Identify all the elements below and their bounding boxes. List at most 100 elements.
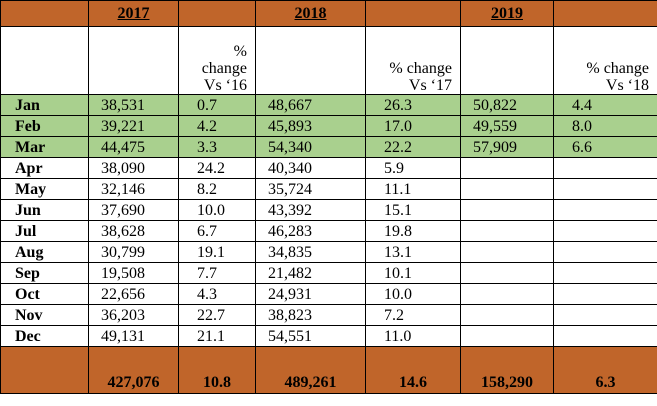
value-cell: 22.7 [178, 304, 256, 326]
month-row: Nov 36,203 22.7 38,823 7.2 [0, 304, 657, 326]
value: 15.1 [384, 201, 412, 219]
value: 39,221 [101, 117, 145, 135]
total-cell: 10.8 [178, 346, 256, 394]
value-cell: 8.0 [553, 115, 657, 137]
value: 10.0 [384, 285, 412, 303]
total-value: 6.3 [595, 374, 616, 391]
value-cell [553, 325, 657, 347]
year-label: 2019 [491, 5, 523, 22]
value-cell [553, 157, 657, 179]
sales-table: 2017 2018 2019% change Vs ‘16% change Vs ‘17%… [0, 0, 657, 394]
value: 36,203 [101, 306, 145, 324]
value-cell [553, 304, 657, 326]
value: 3.3 [197, 138, 217, 156]
month-row: Jul 38,628 6.7 46,283 19.8 [0, 220, 657, 242]
month-label: Nov [15, 306, 43, 324]
value: 22.7 [197, 306, 225, 324]
value: 4.4 [572, 96, 592, 114]
month-row: Sep 19,508 7.7 21,482 10.1 [0, 262, 657, 284]
value: 54,551 [268, 327, 312, 345]
value: 21,482 [268, 264, 312, 282]
month-cell: Feb [0, 115, 89, 137]
value: 48,667 [268, 96, 312, 114]
month-row: Mar 44,475 3.3 54,340 22.2 57,909 6.6 [0, 136, 657, 158]
value-cell: 38,090 [88, 157, 179, 179]
value-cell [460, 304, 554, 326]
month-row: Jan 38,531 0.7 48,667 26.3 50,822 4.4 [0, 94, 657, 116]
subheader-label: change [201, 60, 247, 77]
value-cell: 45,893 [255, 115, 366, 137]
value-cell [460, 262, 554, 284]
cell [0, 346, 89, 394]
value: 10.1 [384, 264, 412, 282]
cell [0, 0, 89, 27]
value: 17.0 [384, 117, 412, 135]
year-cell: 2017 [88, 0, 179, 27]
month-row: Dec 49,131 21.1 54,551 11.0 [0, 325, 657, 347]
value-cell: 6.6 [553, 136, 657, 158]
cell [0, 26, 89, 95]
total-cell: 489,261 [255, 346, 366, 394]
value-cell: 24,931 [255, 283, 366, 305]
subheader-label: % change [586, 60, 649, 77]
month-label: Jan [15, 96, 40, 114]
month-row: May 32,146 8.2 35,724 11.1 [0, 178, 657, 200]
value-cell [460, 325, 554, 347]
month-cell: Aug [0, 241, 89, 263]
value: 49,559 [473, 117, 517, 135]
value-cell: 48,667 [255, 94, 366, 116]
subheader-label: Vs ‘17 [408, 77, 452, 94]
value-cell: 4.4 [553, 94, 657, 116]
value-cell: 36,203 [88, 304, 179, 326]
subheader-cell: % change Vs ‘18 [553, 26, 657, 95]
month-row: Aug 30,799 19.1 34,835 13.1 [0, 241, 657, 263]
value-cell: 4.2 [178, 115, 256, 137]
month-row: Apr 38,090 24.2 40,340 5.9 [0, 157, 657, 179]
subheader-label: % [233, 43, 247, 60]
value-cell [460, 178, 554, 200]
month-row: Jun 37,690 10.0 43,392 15.1 [0, 199, 657, 221]
value-cell: 50,822 [460, 94, 554, 116]
value-cell: 38,823 [255, 304, 366, 326]
value: 38,090 [101, 159, 145, 177]
total-cell: 6.3 [553, 346, 657, 394]
month-cell: Apr [0, 157, 89, 179]
value-cell: 5.9 [365, 157, 461, 179]
value: 38,823 [268, 306, 312, 324]
value: 49,131 [101, 327, 145, 345]
cell [178, 0, 256, 27]
value-cell [460, 283, 554, 305]
value-cell: 7.2 [365, 304, 461, 326]
subheader-label: % change [389, 60, 452, 77]
value: 24.2 [197, 159, 225, 177]
value-cell [460, 199, 554, 221]
value: 4.2 [197, 117, 217, 135]
month-label: Jul [15, 222, 37, 240]
month-label: Apr [15, 159, 43, 177]
value: 46,283 [268, 222, 312, 240]
year-label: 2018 [294, 5, 327, 22]
value: 34,835 [268, 243, 312, 261]
value-cell: 34,835 [255, 241, 366, 263]
subheader-row: % change Vs ‘16% change Vs ‘17% change Vs ‘1… [0, 26, 657, 95]
totals-row: 427,076 10.8 489,261 14.6 158,290 6.3 [0, 346, 657, 394]
value: 40,340 [268, 159, 312, 177]
value: 35,724 [268, 180, 312, 198]
total-value: 158,290 [481, 374, 533, 391]
value-cell: 32,146 [88, 178, 179, 200]
value-cell [553, 199, 657, 221]
total-cell: 14.6 [365, 346, 461, 394]
value: 5.9 [384, 159, 404, 177]
value-cell [460, 157, 554, 179]
value-cell: 7.7 [178, 262, 256, 284]
value: 43,392 [268, 201, 312, 219]
value: 24,931 [268, 285, 312, 303]
value-cell: 19.8 [365, 220, 461, 242]
value: 19.8 [384, 222, 412, 240]
value-cell: 8.2 [178, 178, 256, 200]
value-cell [553, 262, 657, 284]
value-cell: 3.3 [178, 136, 256, 158]
month-cell: Nov [0, 304, 89, 326]
month-cell: Dec [0, 325, 89, 347]
